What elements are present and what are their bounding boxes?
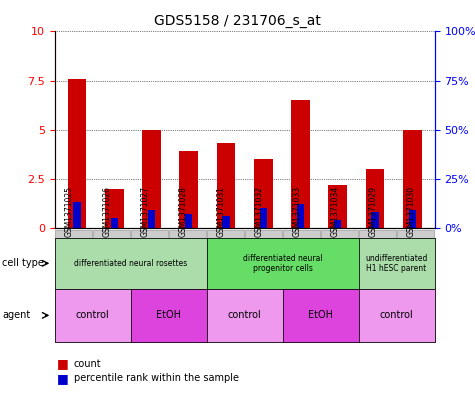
Bar bbox=[403, 130, 422, 228]
Bar bbox=[142, 130, 161, 228]
Bar bbox=[67, 79, 86, 228]
Bar bbox=[297, 204, 304, 228]
Text: EtOH: EtOH bbox=[308, 310, 333, 320]
Bar bbox=[328, 185, 347, 228]
Text: GSM1371027: GSM1371027 bbox=[141, 186, 150, 237]
Text: EtOH: EtOH bbox=[156, 310, 181, 320]
Text: GSM1371028: GSM1371028 bbox=[179, 187, 188, 237]
Bar bbox=[73, 202, 81, 228]
Text: differentiated neural
progenitor cells: differentiated neural progenitor cells bbox=[243, 253, 323, 273]
Bar bbox=[217, 143, 235, 228]
Bar bbox=[408, 210, 416, 228]
Text: percentile rank within the sample: percentile rank within the sample bbox=[74, 373, 238, 383]
Text: GSM1371029: GSM1371029 bbox=[369, 186, 378, 237]
Text: control: control bbox=[228, 310, 262, 320]
Bar bbox=[259, 208, 267, 228]
Text: GSM1371034: GSM1371034 bbox=[331, 186, 340, 237]
Text: GDS5158 / 231706_s_at: GDS5158 / 231706_s_at bbox=[154, 14, 321, 28]
Bar bbox=[222, 216, 230, 228]
Text: differentiated neural rosettes: differentiated neural rosettes bbox=[74, 259, 187, 268]
Bar bbox=[180, 151, 198, 228]
Bar bbox=[334, 220, 342, 228]
Text: ■: ■ bbox=[57, 371, 69, 385]
Bar bbox=[371, 212, 379, 228]
Text: GSM1371033: GSM1371033 bbox=[293, 186, 302, 237]
Text: agent: agent bbox=[2, 310, 30, 320]
Text: GSM1371025: GSM1371025 bbox=[65, 186, 74, 237]
Bar bbox=[111, 218, 118, 228]
Text: GSM1371031: GSM1371031 bbox=[217, 186, 226, 237]
Text: count: count bbox=[74, 358, 101, 369]
Bar bbox=[254, 159, 273, 228]
Text: undifferentiated
H1 hESC parent: undifferentiated H1 hESC parent bbox=[365, 253, 428, 273]
Text: control: control bbox=[76, 310, 110, 320]
Bar bbox=[291, 100, 310, 228]
Bar bbox=[185, 214, 192, 228]
Bar bbox=[366, 169, 384, 228]
Text: cell type: cell type bbox=[2, 258, 44, 268]
Bar bbox=[148, 210, 155, 228]
Text: GSM1371026: GSM1371026 bbox=[103, 186, 112, 237]
Text: ■: ■ bbox=[57, 357, 69, 370]
Text: control: control bbox=[380, 310, 414, 320]
Text: GSM1371030: GSM1371030 bbox=[407, 186, 416, 237]
Bar bbox=[105, 189, 124, 228]
Text: GSM1371032: GSM1371032 bbox=[255, 186, 264, 237]
